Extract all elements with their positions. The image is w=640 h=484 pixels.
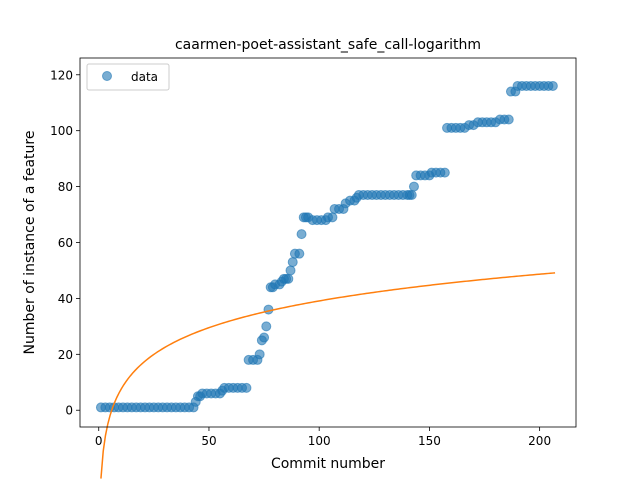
x-tick-label: 150: [418, 434, 441, 448]
data-point: [294, 248, 305, 259]
data-point: [261, 321, 272, 332]
y-axis: 0 20 40 60 80 100 120: [50, 68, 80, 418]
x-tick-label: 50: [201, 434, 216, 448]
legend: data: [86, 63, 170, 91]
data-point: [241, 382, 252, 393]
y-axis-label: Number of instance of a feature: [22, 131, 38, 355]
y-tick-label: 0: [65, 404, 73, 418]
data-point: [285, 265, 296, 276]
x-tick-label: 100: [308, 434, 331, 448]
legend-marker-data: [102, 71, 112, 81]
legend-label-data: data: [131, 70, 158, 84]
series-data: [95, 80, 558, 413]
data-point: [296, 229, 307, 240]
y-tick-label: 120: [50, 68, 73, 82]
y-tick-label: 20: [58, 348, 73, 362]
y-tick-label: 40: [58, 292, 73, 306]
x-tick-label: 200: [528, 434, 551, 448]
data-point: [547, 80, 558, 91]
y-tick-label: 60: [58, 236, 73, 250]
data-point: [254, 349, 265, 360]
x-axis: 0 50 100 150 200: [95, 427, 551, 448]
data-point: [503, 114, 514, 125]
data-point: [406, 189, 417, 200]
data-point: [259, 332, 270, 343]
data-point: [408, 181, 419, 192]
plot-area: [95, 80, 558, 479]
chart-title: caarmen-poet-assistant_safe_call-logarit…: [175, 37, 481, 53]
data-point: [287, 257, 298, 268]
data-point: [327, 212, 338, 223]
data-point: [283, 273, 294, 284]
legend-frame: [86, 63, 170, 91]
x-axis-label: Commit number: [271, 456, 385, 472]
data-point: [439, 167, 450, 178]
x-tick-label: 0: [95, 434, 103, 448]
y-tick-label: 80: [58, 180, 73, 194]
fit-line: [100, 272, 556, 479]
y-tick-label: 100: [50, 124, 73, 138]
